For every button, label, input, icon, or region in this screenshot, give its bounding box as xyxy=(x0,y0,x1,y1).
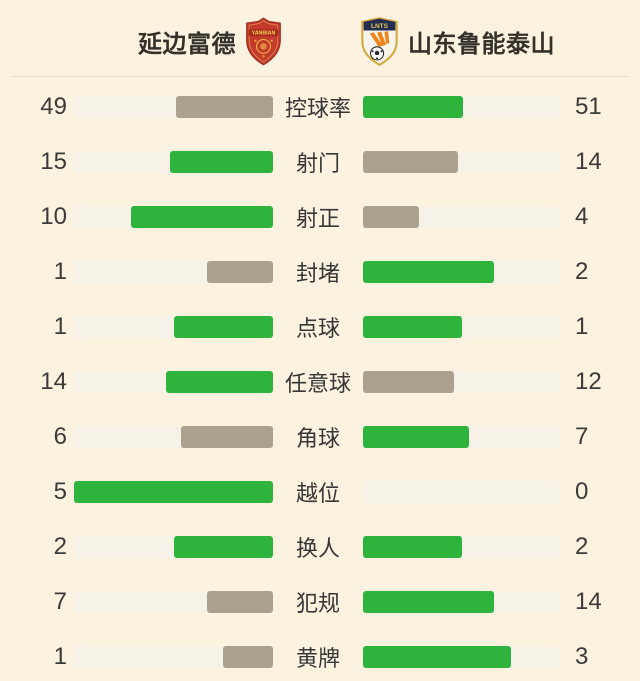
home-stat-value: 1 xyxy=(53,312,67,340)
away-bar-fill xyxy=(363,590,495,613)
away-stat-value: 14 xyxy=(575,587,602,615)
away-crest-text: LNTS xyxy=(371,23,389,30)
away-bar-fill xyxy=(363,315,462,338)
home-stat-value: 6 xyxy=(53,422,67,450)
away-bar-track xyxy=(363,645,560,668)
stat-row: 7 犯规 14 xyxy=(0,574,640,629)
away-bar-fill xyxy=(363,150,459,173)
away-bar-fill xyxy=(363,205,420,228)
home-bar-track xyxy=(74,590,273,613)
stat-label: 任意球 xyxy=(284,370,351,396)
stat-label: 射门 xyxy=(295,150,340,176)
stat-row: 1 封堵 2 xyxy=(0,244,640,299)
away-bar-fill xyxy=(363,370,454,393)
home-bar-track xyxy=(74,205,273,228)
header-divider xyxy=(10,76,630,77)
stat-label: 角球 xyxy=(295,425,340,451)
team-away: LNTS 山东鲁能泰山 xyxy=(359,16,555,66)
stat-row: 1 黄牌 3 xyxy=(0,629,640,681)
stat-row: 14 任意球 12 xyxy=(0,354,640,409)
stat-label: 换人 xyxy=(295,535,340,561)
home-bar-track xyxy=(74,95,273,118)
home-bar-track xyxy=(74,315,273,338)
home-bar-track xyxy=(74,480,273,503)
away-bar-track xyxy=(363,95,560,118)
stat-row: 49 控球率 51 xyxy=(0,79,640,134)
away-stat-value: 3 xyxy=(575,642,589,670)
away-bar-fill xyxy=(363,425,469,448)
away-stat-value: 1 xyxy=(575,312,589,340)
stat-label: 犯规 xyxy=(295,590,340,616)
stat-label: 越位 xyxy=(295,480,340,506)
home-bar-fill xyxy=(173,535,273,558)
stat-row: 1 点球 1 xyxy=(0,299,640,354)
stat-row: 2 换人 2 xyxy=(0,519,640,574)
away-bar-track xyxy=(363,370,560,393)
home-bar-fill xyxy=(173,315,273,338)
home-bar-track xyxy=(74,370,273,393)
home-bar-fill xyxy=(206,590,273,613)
away-bar-track xyxy=(363,150,560,173)
away-bar-track xyxy=(363,260,560,283)
away-bar-track xyxy=(363,205,560,228)
header: 延边富德 YANBIAN xyxy=(0,0,640,76)
stat-row: 15 射门 14 xyxy=(0,134,640,189)
home-bar-fill xyxy=(223,645,273,668)
home-bar-fill xyxy=(175,95,273,118)
stat-label: 黄牌 xyxy=(295,645,340,671)
away-stat-value: 7 xyxy=(575,422,589,450)
away-bar-fill xyxy=(363,260,495,283)
home-bar-fill xyxy=(181,425,273,448)
away-bar-track xyxy=(363,480,560,503)
home-stat-value: 2 xyxy=(53,532,67,560)
home-bar-fill xyxy=(170,150,273,173)
home-stat-value: 14 xyxy=(40,367,67,395)
away-stat-value: 12 xyxy=(575,367,602,395)
home-crest-text: YANBIAN xyxy=(252,30,276,36)
home-stat-value: 10 xyxy=(40,202,67,230)
home-stat-value: 1 xyxy=(53,642,67,670)
stat-row: 5 越位 0 xyxy=(0,464,640,519)
home-bar-fill xyxy=(74,480,273,503)
stat-label: 点球 xyxy=(295,315,340,341)
away-stat-value: 4 xyxy=(575,202,589,230)
stat-label: 射正 xyxy=(295,205,340,231)
home-bar-track xyxy=(74,645,273,668)
away-bar-track xyxy=(363,590,560,613)
home-bar-fill xyxy=(206,260,273,283)
home-team-crest-icon: YANBIAN xyxy=(243,17,284,66)
stat-label: 控球率 xyxy=(284,95,351,121)
away-stat-value: 14 xyxy=(575,147,602,175)
home-stat-value: 15 xyxy=(40,147,67,175)
away-team-name: 山东鲁能泰山 xyxy=(408,30,555,58)
home-stat-value: 7 xyxy=(53,587,67,615)
team-home: 延边富德 YANBIAN xyxy=(138,17,284,66)
home-bar-fill xyxy=(165,370,273,393)
away-bar-track xyxy=(363,315,560,338)
home-stat-value: 49 xyxy=(40,92,67,120)
away-stat-value: 2 xyxy=(575,257,589,285)
stat-label: 封堵 xyxy=(295,260,340,286)
away-bar-fill xyxy=(363,645,511,668)
home-stat-value: 5 xyxy=(53,477,67,505)
home-stat-value: 1 xyxy=(53,257,67,285)
home-bar-track xyxy=(74,535,273,558)
away-stat-value: 51 xyxy=(575,92,602,120)
away-team-crest-icon: LNTS xyxy=(359,16,400,66)
away-bar-track xyxy=(363,535,560,558)
home-bar-track xyxy=(74,150,273,173)
away-stat-value: 0 xyxy=(575,477,589,505)
home-team-name: 延边富德 xyxy=(138,30,236,58)
stat-row: 10 射正 4 xyxy=(0,189,640,244)
home-bar-track xyxy=(74,425,273,448)
stat-row: 6 角球 7 xyxy=(0,409,640,464)
away-bar-track xyxy=(363,425,560,448)
away-bar-fill xyxy=(363,535,462,558)
home-bar-fill xyxy=(130,205,273,228)
away-stat-value: 2 xyxy=(575,532,589,560)
home-bar-track xyxy=(74,260,273,283)
stats-list: 49 控球率 51 15 射门 14 10 射正 4 1 xyxy=(0,77,640,681)
away-bar-fill xyxy=(363,95,464,118)
